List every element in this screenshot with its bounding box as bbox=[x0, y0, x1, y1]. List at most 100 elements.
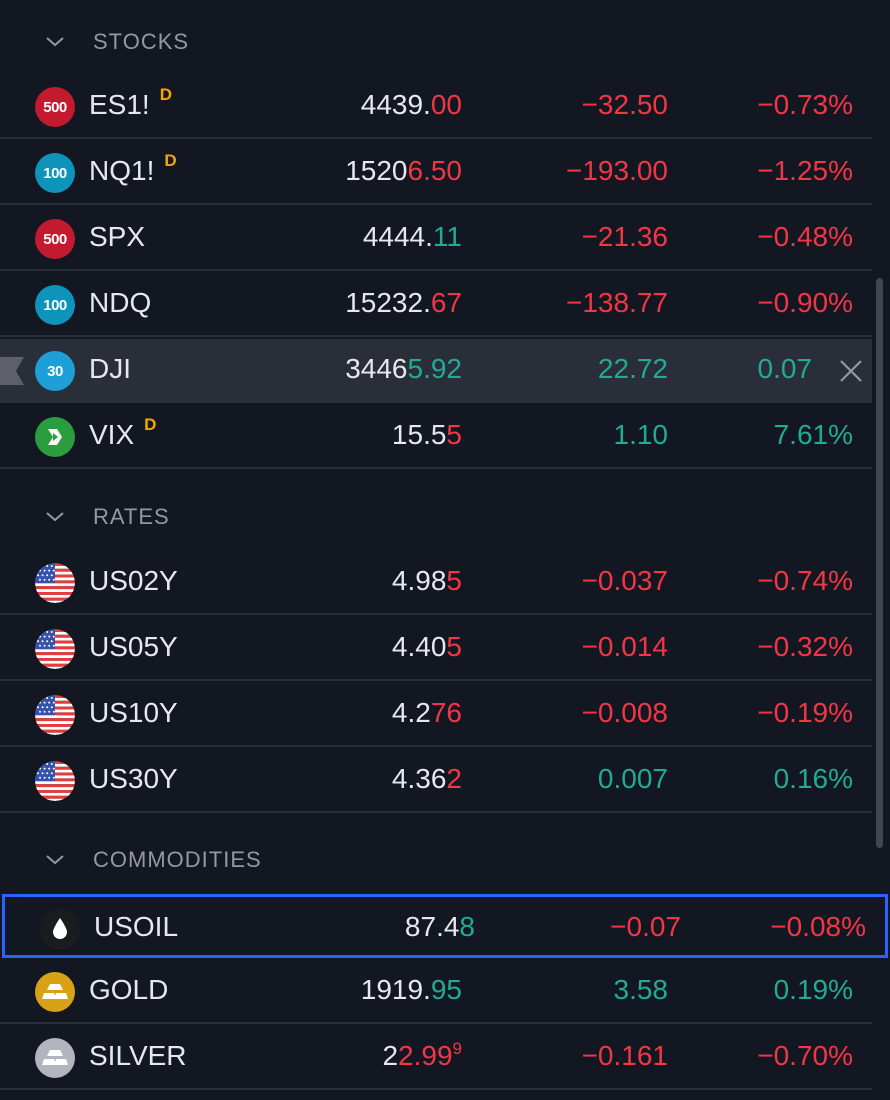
price-tail: 5 bbox=[446, 419, 462, 450]
change: −32.50 bbox=[581, 89, 668, 120]
change-percent: −0.90% bbox=[757, 287, 853, 318]
icon-label: 500 bbox=[43, 98, 67, 116]
delayed-badge: D bbox=[159, 85, 172, 104]
nasdaq100-icon: 100 bbox=[35, 285, 75, 325]
change: 22.72 bbox=[597, 353, 668, 384]
silver-bars-icon bbox=[35, 1038, 75, 1078]
change-percent: −0.74% bbox=[757, 565, 853, 596]
change: −0.161 bbox=[581, 1040, 668, 1071]
dow30-icon: 30 bbox=[35, 351, 75, 391]
change-percent: 7.61% bbox=[773, 419, 853, 450]
nasdaq100-icon: 100 bbox=[35, 153, 75, 193]
price-main: 2 bbox=[382, 1040, 399, 1071]
last-price: 4.276 bbox=[392, 697, 462, 729]
change-percent: 0.19% bbox=[773, 974, 853, 1005]
symbol[interactable]: SILVER bbox=[89, 1040, 187, 1072]
price-tail: 6.50 bbox=[407, 155, 463, 186]
symbol-text: GOLD bbox=[89, 974, 169, 1005]
change: −0.037 bbox=[581, 565, 668, 596]
price-main: 1520 bbox=[345, 155, 408, 186]
symbol[interactable]: US02Y bbox=[89, 565, 178, 597]
symbol[interactable]: SPX bbox=[89, 221, 145, 253]
symbol[interactable]: ES1! D bbox=[89, 85, 172, 121]
symbol-text: NQ1! bbox=[89, 155, 155, 186]
watchlist-row-nq1[interactable]: 100 NQ1! D 15206.50 −193.00 −1.25% bbox=[0, 141, 872, 205]
price-main: 1919. bbox=[360, 974, 431, 1005]
price-main: 15232. bbox=[345, 287, 431, 318]
symbol[interactable]: VIX D bbox=[89, 415, 156, 451]
price-tail: 5.92 bbox=[407, 353, 463, 384]
watchlist-row-us02y[interactable]: US02Y 4.985 −0.037 −0.74% bbox=[0, 551, 872, 615]
watchlist-row-us30y[interactable]: US30Y 4.362 0.007 0.16% bbox=[0, 749, 872, 813]
price-main: 4439. bbox=[360, 89, 431, 120]
last-price: 34465.92 bbox=[345, 353, 462, 385]
watchlist-row-silver[interactable]: SILVER 22.999 −0.161 −0.70% bbox=[0, 1026, 872, 1090]
symbol[interactable]: NQ1! D bbox=[89, 151, 177, 187]
price-superscript: 9 bbox=[452, 1039, 462, 1058]
symbol[interactable]: DJI bbox=[89, 353, 131, 385]
price-tail: 11 bbox=[432, 221, 462, 252]
last-price: 4444.11 bbox=[363, 221, 462, 253]
watchlist-row-dji[interactable]: 30 DJI 34465.92 22.72 0.07 bbox=[0, 339, 872, 403]
sp500-icon: 500 bbox=[35, 219, 75, 259]
price-main: 3446 bbox=[345, 353, 408, 384]
watchlist-row-spx[interactable]: 500 SPX 4444.11 −21.36 −0.48% bbox=[0, 207, 872, 271]
section-header-commodities[interactable]: COMMODITIES bbox=[0, 832, 890, 888]
symbol[interactable]: US30Y bbox=[89, 763, 178, 795]
symbol-text: DJI bbox=[89, 353, 131, 384]
change-percent: −0.08% bbox=[770, 911, 866, 942]
change: −0.008 bbox=[581, 697, 668, 728]
change: 1.10 bbox=[613, 419, 669, 450]
symbol-text: VIX bbox=[89, 419, 135, 450]
section-header-stocks[interactable]: STOCKS bbox=[0, 14, 890, 70]
symbol-text: USOIL bbox=[94, 911, 179, 942]
watchlist-row-ndq[interactable]: 100 NDQ 15232.67 −138.77 −0.90% bbox=[0, 273, 872, 337]
section-header-rates[interactable]: RATES bbox=[0, 489, 890, 545]
change-percent: −0.48% bbox=[757, 221, 853, 252]
price-tail: 2.99 bbox=[398, 1040, 453, 1071]
price-main: 15.5 bbox=[391, 419, 447, 450]
us-flag-icon bbox=[35, 695, 75, 735]
watchlist-row-gold[interactable]: GOLD 1919.95 3.58 0.19% bbox=[0, 960, 872, 1024]
section-title: COMMODITIES bbox=[93, 847, 262, 872]
price-main: 4.2 bbox=[391, 697, 431, 728]
last-price: 22.999 bbox=[382, 1039, 462, 1072]
change-percent: −1.25% bbox=[757, 155, 853, 186]
change-percent: 0.07 bbox=[757, 353, 813, 384]
price-main: 4.40 bbox=[391, 631, 447, 662]
change: −193.00 bbox=[566, 155, 668, 186]
watchlist-row-usoil[interactable]: USOIL 87.48 −0.07 −0.08% bbox=[2, 894, 888, 958]
chevron-down-icon[interactable] bbox=[44, 853, 66, 867]
scrollbar[interactable] bbox=[876, 278, 883, 848]
last-price: 4439.00 bbox=[361, 89, 462, 121]
chevron-down-icon[interactable] bbox=[44, 35, 66, 49]
symbol-text: ES1! bbox=[89, 89, 150, 120]
us-flag-icon bbox=[35, 761, 75, 801]
symbol[interactable]: US10Y bbox=[89, 697, 178, 729]
price-tail: 76 bbox=[430, 697, 462, 728]
watchlist-row-vix[interactable]: VIX D 15.55 1.10 7.61% bbox=[0, 405, 872, 469]
close-icon[interactable] bbox=[838, 358, 864, 384]
symbol[interactable]: NDQ bbox=[89, 287, 151, 319]
symbol[interactable]: GOLD bbox=[89, 974, 168, 1006]
us-flag-icon bbox=[35, 563, 75, 603]
section-title: STOCKS bbox=[93, 29, 190, 54]
chevron-down-icon[interactable] bbox=[44, 510, 66, 524]
symbol-text: NDQ bbox=[89, 287, 152, 318]
change: 3.58 bbox=[613, 974, 669, 1005]
last-price: 4.405 bbox=[392, 631, 462, 663]
icon-label: 30 bbox=[47, 362, 63, 380]
change: −0.07 bbox=[610, 911, 681, 942]
watchlist-row-es1[interactable]: 500 ES1! D 4439.00 −32.50 −0.73% bbox=[0, 75, 872, 139]
watchlist-row-us05y[interactable]: US05Y 4.405 −0.014 −0.32% bbox=[0, 617, 872, 681]
symbol-text: US10Y bbox=[89, 697, 178, 728]
price-tail: 5 bbox=[446, 565, 462, 596]
delayed-badge: D bbox=[144, 415, 157, 434]
watchlist-row-us10y[interactable]: US10Y 4.276 −0.008 −0.19% bbox=[0, 683, 872, 747]
symbol[interactable]: US05Y bbox=[89, 631, 178, 663]
oil-drop-icon bbox=[40, 909, 80, 949]
price-main: 4.98 bbox=[391, 565, 447, 596]
change-percent: −0.73% bbox=[757, 89, 853, 120]
symbol-text: SPX bbox=[89, 221, 146, 252]
symbol[interactable]: USOIL bbox=[94, 911, 178, 943]
